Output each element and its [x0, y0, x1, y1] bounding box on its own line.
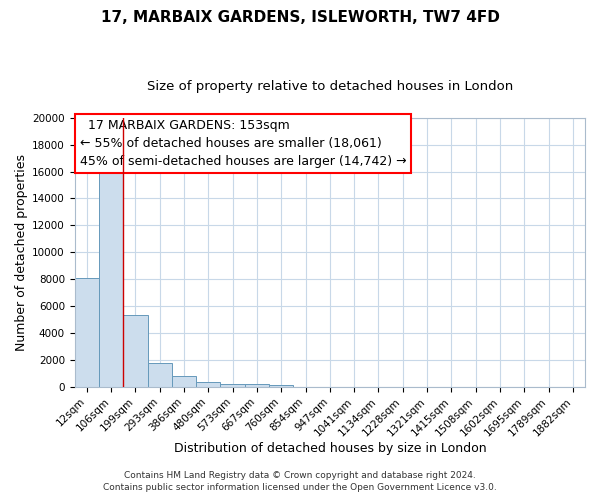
- Bar: [74, 278, 99, 386]
- Bar: [196, 382, 220, 386]
- Bar: [123, 316, 148, 386]
- Text: 17 MARBAIX GARDENS: 153sqm
← 55% of detached houses are smaller (18,061)
45% of : 17 MARBAIX GARDENS: 153sqm ← 55% of deta…: [80, 119, 406, 168]
- Y-axis label: Number of detached properties: Number of detached properties: [15, 154, 28, 350]
- X-axis label: Distribution of detached houses by size in London: Distribution of detached houses by size …: [173, 442, 486, 455]
- Bar: [99, 165, 123, 386]
- Bar: [172, 376, 196, 386]
- Bar: [220, 384, 245, 386]
- Bar: [148, 363, 172, 386]
- Bar: [245, 384, 269, 386]
- Title: Size of property relative to detached houses in London: Size of property relative to detached ho…: [146, 80, 513, 93]
- Text: 17, MARBAIX GARDENS, ISLEWORTH, TW7 4FD: 17, MARBAIX GARDENS, ISLEWORTH, TW7 4FD: [101, 10, 499, 25]
- Bar: [269, 385, 293, 386]
- Text: Contains HM Land Registry data © Crown copyright and database right 2024.
Contai: Contains HM Land Registry data © Crown c…: [103, 471, 497, 492]
